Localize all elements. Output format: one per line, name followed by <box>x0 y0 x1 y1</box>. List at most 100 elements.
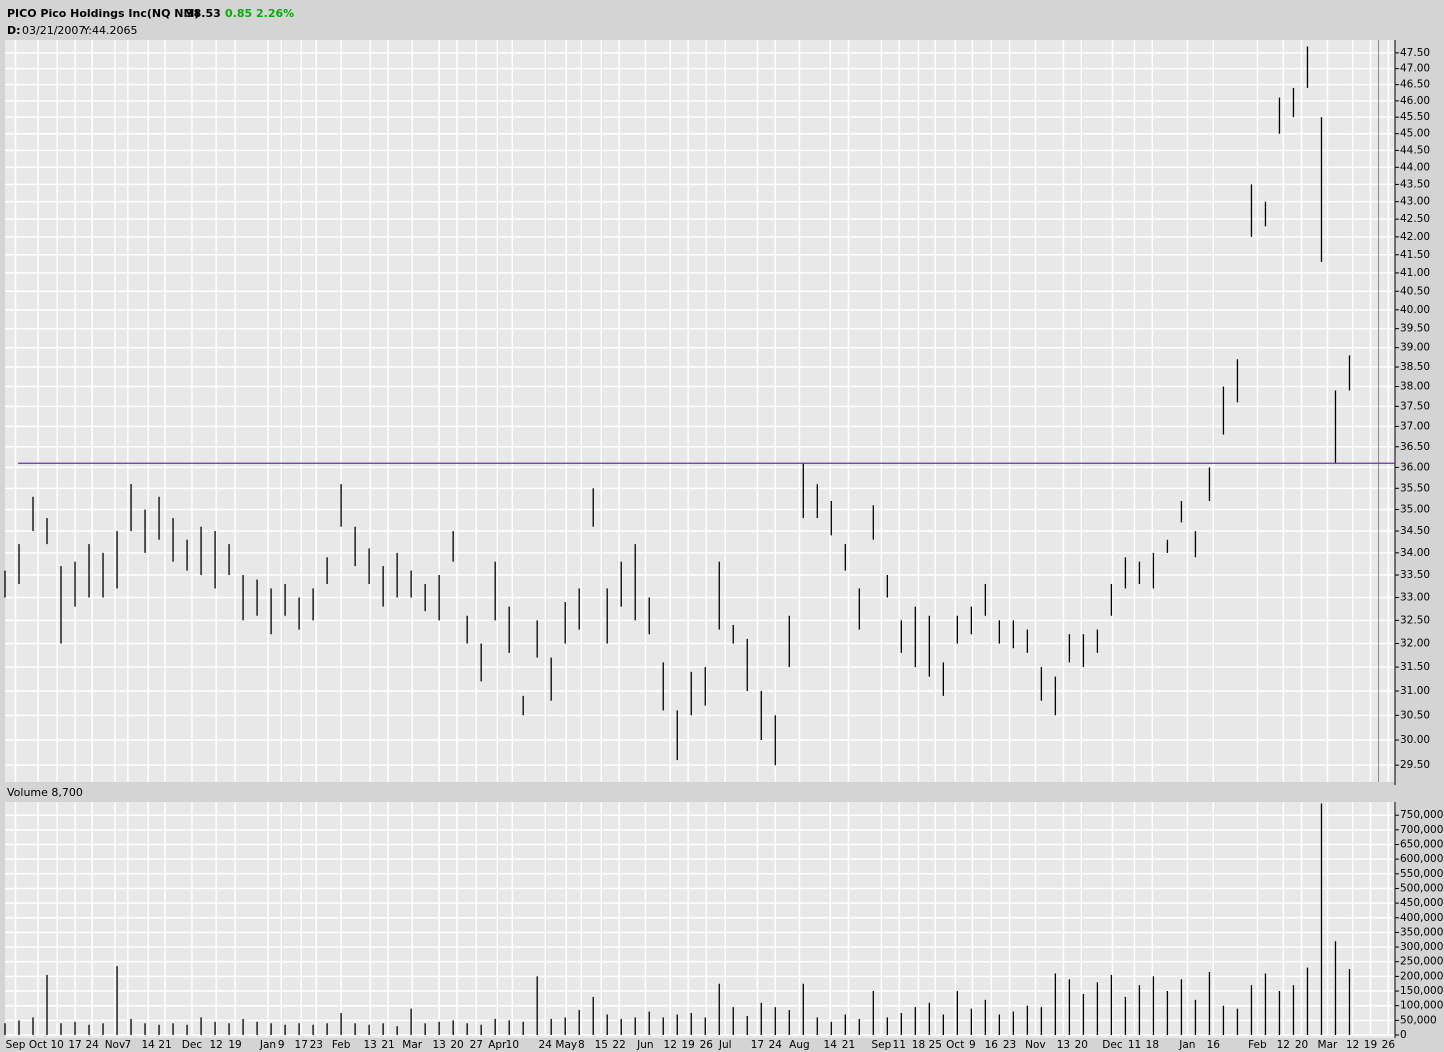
x-tick-label: 8 <box>578 1039 585 1051</box>
y-tick-label: 300,000 <box>1400 941 1443 953</box>
x-tick-label: 14 <box>824 1039 838 1051</box>
x-tick-label: 19 <box>681 1039 694 1051</box>
x-tick-label: 24 <box>539 1039 553 1051</box>
x-tick-label: Mar <box>402 1039 422 1051</box>
x-tick-label: 20 <box>1295 1039 1308 1051</box>
change: 0.85 <box>225 7 252 20</box>
y-tick-label: 30.00 <box>1400 734 1430 746</box>
x-tick-label: Jun <box>636 1039 653 1051</box>
x-tick-label: 18 <box>1146 1039 1159 1051</box>
x-tick-label: 27 <box>470 1039 483 1051</box>
x-tick-label: Sep <box>6 1039 26 1051</box>
x-tick-label: 13 <box>1057 1039 1070 1051</box>
y-tick-label: 44.50 <box>1400 144 1430 156</box>
y-tick-label: 500,000 <box>1400 882 1443 894</box>
x-tick-label: 19 <box>1364 1039 1377 1051</box>
y-tick-label: 42.00 <box>1400 231 1430 243</box>
y-tick-label: 46.50 <box>1400 79 1430 91</box>
volume-panel <box>5 802 1395 1038</box>
x-tick-label: 24 <box>769 1039 783 1051</box>
y-tick-label: 45.00 <box>1400 128 1430 140</box>
y-tick-label: 33.00 <box>1400 592 1430 604</box>
y-tick-label: 600,000 <box>1400 853 1443 865</box>
x-tick-label: Jan <box>259 1039 276 1051</box>
x-tick-label: 11 <box>1128 1039 1141 1051</box>
y-tick-label: 42.50 <box>1400 213 1430 225</box>
y-tick-label: 38.00 <box>1400 381 1430 393</box>
x-tick-label: 12 <box>1277 1039 1290 1051</box>
x-tick-label: 21 <box>381 1039 394 1051</box>
x-tick-label: 12 <box>664 1039 677 1051</box>
x-tick-label: 26 <box>700 1039 714 1051</box>
x-tick-label: 9 <box>278 1039 285 1051</box>
x-tick-label: 15 <box>595 1039 608 1051</box>
y-tick-label: 150,000 <box>1400 985 1443 997</box>
x-tick-label: 10 <box>50 1039 63 1051</box>
y-tick-label: 45.50 <box>1400 111 1430 123</box>
y-tick-label: 750,000 <box>1400 809 1443 821</box>
y-tick-label: 38.50 <box>1400 361 1430 373</box>
y-tick-label: 47.00 <box>1400 63 1430 75</box>
x-tick-label: 20 <box>450 1039 463 1051</box>
y-tick-label: 350,000 <box>1400 926 1443 938</box>
x-tick-label: 14 <box>142 1039 156 1051</box>
y-readout: Y:44.2065 <box>82 24 137 37</box>
y-tick-label: 40.00 <box>1400 304 1430 316</box>
change-pct: 2.26% <box>256 7 294 20</box>
y-tick-label: 34.00 <box>1400 547 1430 559</box>
x-tick-label: Mar <box>1318 1039 1338 1051</box>
y-tick-label: 200,000 <box>1400 970 1443 982</box>
x-tick-label: Feb <box>332 1039 351 1051</box>
x-tick-label: 10 <box>506 1039 519 1051</box>
x-tick-label: Feb <box>1248 1039 1267 1051</box>
x-tick-label: Sep <box>871 1039 891 1051</box>
x-tick-label: 19 <box>228 1039 241 1051</box>
y-tick-label: 41.50 <box>1400 249 1430 261</box>
y-tick-label: 43.00 <box>1400 196 1430 208</box>
y-tick-label: 36.00 <box>1400 461 1430 473</box>
y-tick-label: 30.50 <box>1400 709 1430 721</box>
x-tick-label: Jul <box>718 1039 732 1051</box>
y-tick-label: 33.50 <box>1400 569 1430 581</box>
y-tick-label: 40.50 <box>1400 285 1430 297</box>
y-tick-label: 47.50 <box>1400 47 1430 59</box>
x-tick-label: 24 <box>85 1039 99 1051</box>
x-tick-label: 11 <box>893 1039 906 1051</box>
y-tick-label: 46.00 <box>1400 95 1430 107</box>
y-tick-label: 0 <box>1400 1029 1407 1041</box>
x-tick-label: 17 <box>751 1039 764 1051</box>
y-tick-label: 31.00 <box>1400 685 1430 697</box>
x-tick-label: 23 <box>1003 1039 1016 1051</box>
y-tick-label: 41.00 <box>1400 267 1430 279</box>
last-price: 38.53 <box>186 7 221 20</box>
x-tick-label: 7 <box>125 1039 132 1051</box>
x-tick-label: 13 <box>363 1039 376 1051</box>
x-tick-label: May <box>555 1039 577 1051</box>
x-tick-label: Oct <box>29 1039 47 1051</box>
y-tick-label: 34.50 <box>1400 525 1430 537</box>
x-tick-label: 12 <box>209 1039 222 1051</box>
y-tick-label: 36.50 <box>1400 441 1430 453</box>
x-tick-label: 17 <box>295 1039 308 1051</box>
x-tick-label: 17 <box>68 1039 81 1051</box>
y-tick-label: 400,000 <box>1400 912 1443 924</box>
y-tick-label: 37.00 <box>1400 420 1430 432</box>
y-tick-label: 29.50 <box>1400 759 1430 771</box>
y-tick-label: 100,000 <box>1400 1000 1443 1012</box>
y-tick-label: 39.00 <box>1400 342 1430 354</box>
y-tick-label: 700,000 <box>1400 824 1443 836</box>
x-tick-label: 16 <box>1207 1039 1221 1051</box>
y-tick-label: 450,000 <box>1400 897 1443 909</box>
y-tick-label: 37.50 <box>1400 400 1430 412</box>
y-tick-label: 50,000 <box>1400 1014 1437 1026</box>
x-tick-label: 21 <box>158 1039 171 1051</box>
x-tick-label: 21 <box>842 1039 855 1051</box>
y-tick-label: 35.00 <box>1400 504 1430 516</box>
x-tick-label: 23 <box>310 1039 323 1051</box>
x-tick-label: 22 <box>612 1039 625 1051</box>
y-tick-label: 32.50 <box>1400 614 1430 626</box>
x-tick-label: 13 <box>432 1039 445 1051</box>
y-tick-label: 43.50 <box>1400 178 1430 190</box>
date: 03/21/2007 <box>22 24 85 37</box>
